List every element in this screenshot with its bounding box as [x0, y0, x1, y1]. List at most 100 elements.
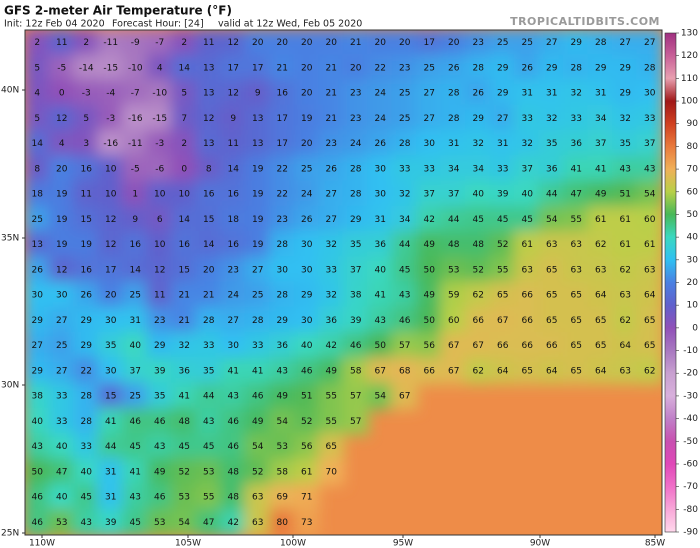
temperature-label: 28	[350, 190, 362, 200]
temperature-label: 28	[448, 89, 460, 99]
temperature-label: 28	[277, 240, 289, 250]
init-time: Init: 12z Feb 04 2020	[4, 19, 105, 30]
temperature-cell	[391, 281, 418, 309]
temperature-label: -6	[155, 164, 164, 174]
temperature-label: 28	[644, 63, 656, 73]
temperature-cell	[293, 205, 320, 233]
temperature-label: 25	[424, 63, 435, 73]
temperature-label: 15	[105, 392, 116, 402]
temperature-cell	[25, 332, 51, 360]
temperature-label: 25	[301, 164, 312, 174]
temperature-cell	[440, 256, 467, 284]
temperature-cell	[25, 155, 51, 183]
temperature-cell	[465, 332, 492, 360]
temperature-cell	[587, 256, 614, 284]
temperature-label: 48	[448, 240, 460, 250]
temperature-cell	[342, 306, 369, 334]
temperature-label: 55	[571, 215, 582, 225]
temperature-cell	[318, 357, 345, 385]
temperature-cell	[48, 332, 75, 360]
temperature-label: 25	[252, 291, 263, 301]
temperature-cell	[220, 306, 247, 334]
temperature-cell	[171, 256, 198, 284]
temperature-label: 65	[595, 316, 606, 326]
temperature-label: 62	[620, 265, 631, 275]
temperature-cell	[636, 54, 662, 82]
temperature-cell	[73, 357, 100, 385]
lat-label: 25N	[1, 529, 19, 539]
temperature-cell	[73, 256, 100, 284]
temperature-cell	[367, 382, 394, 410]
temperature-cell	[73, 306, 100, 334]
temperature-label: 30	[32, 291, 44, 301]
temperature-cell	[220, 407, 247, 435]
temperature-cell	[97, 79, 124, 107]
temperature-cell	[318, 407, 345, 435]
temperature-label: 6	[157, 215, 163, 225]
temperature-cell	[636, 30, 662, 57]
temperature-label: 14	[32, 139, 44, 149]
temperature-cell	[195, 180, 222, 208]
temperature-cell	[440, 357, 467, 385]
temperature-cell	[367, 281, 394, 309]
temperature-label: -9	[131, 38, 140, 48]
temperature-cell	[269, 54, 296, 82]
temperature-label: 38	[32, 392, 44, 402]
temperature-cell	[318, 281, 345, 309]
temperature-label: 26	[522, 63, 534, 73]
temperature-cell	[244, 508, 271, 535]
temperature-label: 52	[473, 265, 484, 275]
temperature-label: 56	[424, 341, 436, 351]
temperature-label: 10	[154, 190, 166, 200]
temperature-label: 12	[105, 215, 116, 225]
temperature-cell	[538, 205, 565, 233]
temperature-cell	[269, 281, 296, 309]
colorbar: -90 -80 -70 -60 -50 -40 -30 -20 -10 0 10 20 30 40 50 60…	[664, 29, 698, 538]
temperature-label: 18	[228, 215, 240, 225]
temperature-cell	[514, 104, 541, 132]
temperature-label: 60	[448, 316, 460, 326]
temperature-cell	[244, 180, 271, 208]
temperature-cell	[636, 332, 662, 360]
temperature-label: 22	[81, 366, 92, 376]
temperature-label: -11	[128, 139, 143, 149]
temperature-label: 28	[81, 392, 93, 402]
temperature-cell	[146, 281, 173, 309]
temperature-label: 16	[228, 190, 240, 200]
temperature-cell	[318, 231, 345, 259]
temperature-cell	[244, 54, 271, 82]
temperature-cell	[416, 357, 443, 385]
temperature-label: 33	[252, 341, 263, 351]
temperature-label: 17	[252, 63, 263, 73]
temperature-label: 62	[473, 291, 484, 301]
colorbar-tick-label: 120	[681, 51, 698, 61]
temperature-cell	[195, 54, 222, 82]
temperature-label: 41	[595, 164, 606, 174]
temperature-cell	[563, 357, 590, 385]
temperature-cell	[636, 79, 662, 107]
temperature-cell	[440, 180, 467, 208]
temperature-label: 20	[350, 63, 362, 73]
temperature-label: 32	[620, 114, 631, 124]
temperature-cell	[318, 205, 345, 233]
temperature-cell	[636, 281, 662, 309]
temperature-label: 32	[571, 89, 582, 99]
temperature-label: 47	[56, 467, 67, 477]
temperature-label: 27	[497, 114, 508, 124]
temperature-cell	[48, 483, 75, 511]
temperature-cell	[244, 30, 271, 57]
temperature-cell	[195, 332, 222, 360]
temperature-label: 40	[56, 442, 68, 452]
temperature-cell	[367, 54, 394, 82]
temperature-label: 54	[179, 518, 191, 528]
temperature-cell	[367, 155, 394, 183]
temperature-cell	[73, 332, 100, 360]
temperature-cell	[122, 433, 149, 461]
temperature-cell	[171, 332, 198, 360]
temperature-label: 24	[375, 89, 387, 99]
temperature-cell	[318, 104, 345, 132]
temperature-cell	[244, 483, 271, 511]
temperature-cell	[244, 130, 271, 158]
